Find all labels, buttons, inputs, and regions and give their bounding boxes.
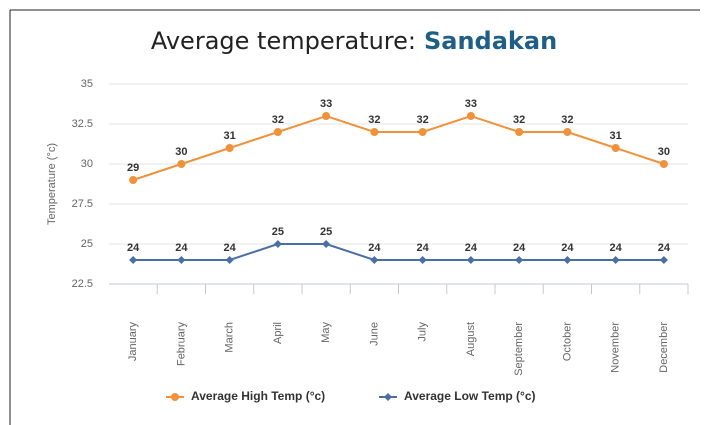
data-point xyxy=(563,128,572,136)
data-point xyxy=(418,256,427,264)
data-point xyxy=(466,112,475,120)
data-label: 24 xyxy=(224,242,237,254)
y-tick-label: 35 xyxy=(81,78,93,90)
data-point xyxy=(370,128,379,136)
data-label: 24 xyxy=(658,242,671,254)
data-label: 24 xyxy=(368,242,381,254)
data-point xyxy=(370,256,379,264)
data-label: 25 xyxy=(272,226,284,238)
data-point xyxy=(659,256,668,264)
data-label: 32 xyxy=(513,114,525,126)
data-label: 30 xyxy=(175,146,187,158)
data-label: 31 xyxy=(224,130,236,142)
data-point xyxy=(225,144,234,152)
data-label: 25 xyxy=(320,226,332,238)
data-label: 33 xyxy=(320,98,332,110)
data-point xyxy=(466,256,475,264)
data-label: 32 xyxy=(417,114,429,126)
title-text: Average temperature: xyxy=(151,27,416,55)
data-label: 31 xyxy=(610,130,622,142)
x-tick-label: July xyxy=(417,322,429,342)
data-label: 24 xyxy=(610,242,623,254)
data-point xyxy=(129,256,138,264)
title-location: Sandakan xyxy=(424,27,557,55)
data-point xyxy=(515,256,524,264)
data-point xyxy=(273,240,282,248)
data-point xyxy=(177,256,186,264)
data-point xyxy=(418,128,427,136)
x-tick-label: September xyxy=(513,322,525,376)
data-point xyxy=(611,144,620,152)
data-point xyxy=(611,256,620,264)
legend-marker xyxy=(171,393,179,401)
legend-label: Average Low Temp (°c) xyxy=(404,389,536,403)
x-tick-label: January xyxy=(127,322,139,362)
data-point xyxy=(563,256,572,264)
data-label: 24 xyxy=(513,242,526,254)
legend-marker xyxy=(384,393,392,401)
data-point xyxy=(659,160,668,168)
x-tick-label: December xyxy=(658,322,670,373)
data-label: 32 xyxy=(561,114,573,126)
data-point xyxy=(177,160,186,168)
data-point xyxy=(322,112,331,120)
data-label: 32 xyxy=(368,114,380,126)
data-point xyxy=(273,128,282,136)
y-tick-label: 32.5 xyxy=(72,118,93,130)
y-tick-label: 27.5 xyxy=(72,198,93,210)
y-axis-label: Temperature (°c) xyxy=(46,143,58,225)
chart-title: Average temperature: Sandakan xyxy=(151,27,557,55)
data-label: 30 xyxy=(658,146,670,158)
x-tick-label: October xyxy=(561,322,573,361)
x-tick-label: June xyxy=(368,322,380,346)
x-tick-label: April xyxy=(272,322,284,344)
series-line xyxy=(132,114,665,181)
data-point xyxy=(225,256,234,264)
data-label: 24 xyxy=(127,242,140,254)
data-label: 29 xyxy=(127,162,139,174)
x-tick-label: May xyxy=(320,322,332,343)
x-tick-label: March xyxy=(224,322,236,353)
data-label: 24 xyxy=(561,242,574,254)
data-point xyxy=(322,240,331,248)
series-line xyxy=(133,243,664,261)
y-tick-label: 30 xyxy=(81,158,93,170)
data-label: 33 xyxy=(465,98,477,110)
legend-label: Average High Temp (°c) xyxy=(191,389,325,403)
y-tick-label: 25 xyxy=(81,238,93,250)
data-label: 24 xyxy=(417,242,430,254)
data-point xyxy=(129,176,138,184)
x-tick-label: November xyxy=(610,322,622,373)
y-tick-label: 22.5 xyxy=(72,278,93,290)
data-point xyxy=(515,128,524,136)
data-label: 24 xyxy=(465,242,478,254)
data-label: 24 xyxy=(175,242,188,254)
x-tick-label: February xyxy=(175,322,187,367)
data-label: 32 xyxy=(272,114,284,126)
x-tick-label: August xyxy=(465,322,477,356)
